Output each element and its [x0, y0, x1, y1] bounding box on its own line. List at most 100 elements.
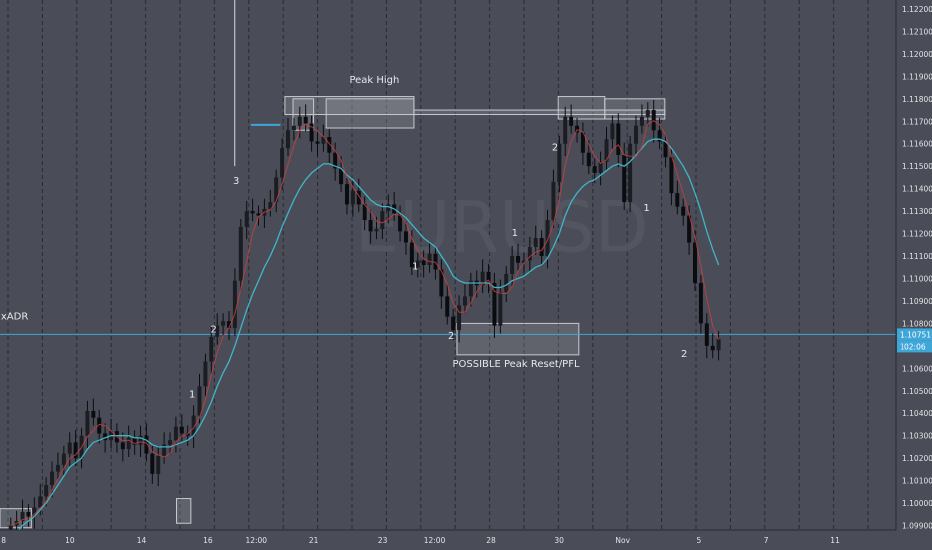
time-tick-label: Nov	[615, 536, 630, 545]
candle-body	[232, 280, 237, 328]
candle-body	[197, 386, 202, 416]
candle-body	[657, 130, 662, 142]
candle-body	[380, 211, 385, 230]
time-tick-label: 12:00	[424, 536, 446, 545]
candle-body	[67, 442, 72, 454]
candle-body	[616, 123, 621, 155]
zone-rectangle	[604, 98, 666, 120]
candle-body	[321, 136, 326, 144]
candle-body	[73, 442, 78, 459]
annotation-label: 1	[512, 228, 518, 239]
price-tick-label: 1.11100	[902, 252, 932, 261]
price-tick-label: 1.11300	[902, 207, 932, 216]
candle-body	[716, 339, 721, 351]
candle-body	[327, 136, 332, 153]
candle-body	[645, 110, 650, 117]
price-tick-label: 1.11600	[902, 140, 932, 149]
price-tick-label: 1.12100	[902, 27, 932, 36]
price-tick-label: 1.10400	[902, 409, 932, 418]
candle-body	[132, 437, 137, 445]
candle-body	[563, 116, 568, 144]
time-tick-label: 30	[554, 536, 564, 545]
time-tick-label: 7	[764, 536, 769, 545]
candle-body	[592, 166, 597, 173]
time-tick-label: 12:00	[245, 536, 267, 545]
time-tick-label: 5	[696, 536, 701, 545]
candle-body	[138, 435, 143, 445]
annotation-label: 2	[552, 142, 558, 153]
candle-body	[492, 282, 497, 326]
candle-body	[50, 471, 55, 486]
candle-body	[628, 143, 633, 203]
price-tick-label: 1.12000	[902, 50, 932, 59]
candle-body	[203, 361, 208, 387]
candle-body	[168, 440, 173, 445]
price-tick-label: 1.10500	[902, 387, 932, 396]
candle-body	[44, 485, 49, 497]
symbol-watermark: EURUSD	[355, 187, 649, 269]
candle-body	[309, 123, 314, 142]
candle-body	[339, 168, 344, 185]
candle-body	[244, 211, 249, 227]
candle-body	[209, 336, 214, 362]
price-tick-label: 1.11800	[902, 95, 932, 104]
candle-body	[486, 271, 491, 283]
candle-body	[20, 512, 25, 522]
candle-body	[179, 426, 184, 434]
candle-body	[250, 211, 255, 214]
candle-body	[480, 271, 485, 286]
candle-body	[675, 193, 680, 207]
candle-body	[704, 323, 709, 346]
price-tick-label: 1.11000	[902, 274, 932, 283]
candle-body	[510, 256, 515, 274]
candle-body	[398, 213, 403, 232]
annotation-label: 3	[233, 176, 239, 187]
price-tick-label: 1.10200	[902, 454, 932, 463]
candle-body	[421, 260, 426, 265]
candle-body	[498, 291, 503, 326]
candle-body	[457, 305, 462, 331]
candle-body	[91, 410, 96, 418]
price-tick-label: 1.12200	[902, 5, 932, 14]
candle-body	[533, 238, 538, 248]
candle-body	[439, 269, 444, 297]
time-tick-label: 21	[309, 536, 319, 545]
candle-body	[639, 116, 644, 126]
candle-body	[551, 181, 556, 221]
candle-body	[356, 190, 361, 205]
candle-body	[545, 220, 550, 257]
price-tick-label: 1.11200	[902, 230, 932, 239]
annotation-label: 1	[643, 203, 649, 214]
candle-body	[687, 215, 692, 243]
candle-body	[604, 139, 609, 162]
candle-body	[150, 453, 155, 474]
candle-body	[710, 345, 715, 351]
candle-body	[403, 231, 408, 243]
countdown-badge	[897, 340, 932, 353]
candle-body	[173, 426, 178, 441]
current-price-badge	[897, 328, 932, 341]
price-tick-label: 1.09900	[902, 522, 932, 531]
fast-moving-average	[10, 120, 720, 526]
candle-body	[386, 204, 391, 212]
candle-body	[103, 433, 108, 441]
time-axis	[0, 530, 932, 550]
price-tick-label: 1.10000	[902, 499, 932, 508]
candle-body	[120, 442, 125, 450]
time-tick-label: 10	[65, 536, 75, 545]
price-tick-label: 1.11500	[902, 162, 932, 171]
candle-body	[238, 226, 243, 281]
candle-body	[580, 132, 585, 153]
price-tick-label: 1.10100	[902, 477, 932, 486]
annotation-label: xADR	[1, 311, 28, 322]
candle-body	[38, 496, 43, 508]
price-tick-label: 1.11900	[902, 72, 932, 81]
candle-body	[344, 184, 349, 205]
candle-body	[191, 415, 196, 436]
annotation-label: 1	[189, 390, 195, 401]
price-tick-label: 1.10600	[902, 364, 932, 373]
candle-body	[698, 282, 703, 324]
candle-body	[26, 512, 31, 517]
